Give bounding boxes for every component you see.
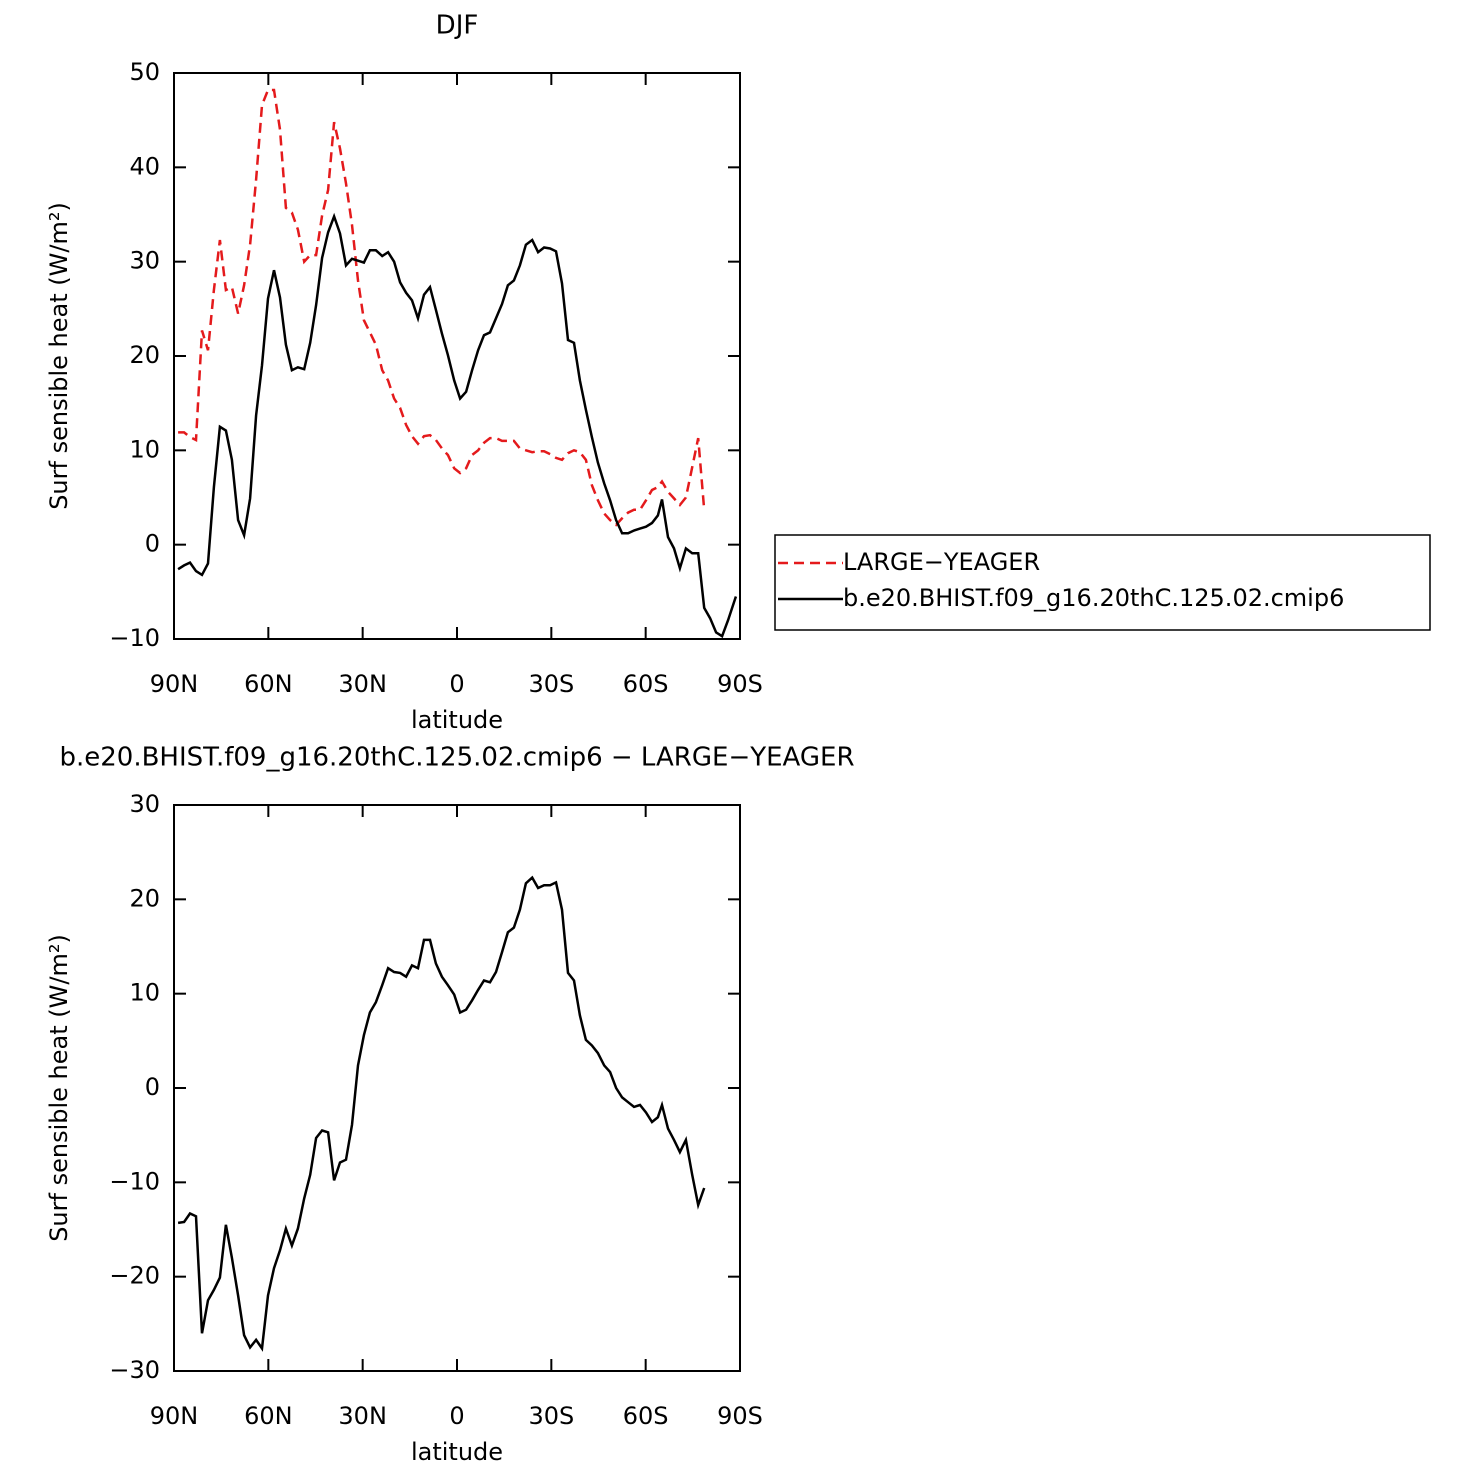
y-tick-label: −20 bbox=[109, 1262, 160, 1290]
y-tick-label: 20 bbox=[129, 341, 160, 369]
data-line bbox=[177, 875, 706, 1352]
x-tick-label: 90S bbox=[717, 670, 763, 698]
x-tick-label: 30N bbox=[338, 1402, 387, 1430]
x-tick-label: 60N bbox=[244, 1402, 293, 1430]
y-tick-label: 50 bbox=[129, 58, 160, 86]
y-tick-label: 20 bbox=[129, 884, 160, 912]
plot-frame bbox=[173, 72, 741, 640]
plot-frame bbox=[173, 804, 741, 1372]
x-tick-label: 90S bbox=[717, 1402, 763, 1430]
y-tick-label: 30 bbox=[129, 247, 160, 275]
chart-title: DJF bbox=[436, 11, 479, 41]
x-tick-label: 30N bbox=[338, 670, 387, 698]
x-axis-label: latitude bbox=[411, 706, 503, 734]
data-line bbox=[177, 212, 738, 639]
y-tick-label: 10 bbox=[129, 979, 160, 1007]
chart-title: b.e20.BHIST.f09_g16.20thC.125.02.cmip6 −… bbox=[59, 743, 854, 773]
x-tick-label: 30S bbox=[528, 670, 574, 698]
y-tick-label: 0 bbox=[145, 530, 160, 558]
x-axis-label: latitude bbox=[411, 1438, 503, 1466]
x-tick-label: 60S bbox=[623, 1402, 669, 1430]
y-tick-label: 0 bbox=[145, 1073, 160, 1101]
x-tick-label: 60N bbox=[244, 670, 293, 698]
legend-label: LARGE−YEAGER bbox=[843, 548, 1040, 576]
y-tick-label: −10 bbox=[109, 624, 160, 652]
x-tick-label: 60S bbox=[623, 670, 669, 698]
y-tick-label: 30 bbox=[129, 790, 160, 818]
legend-label: b.e20.BHIST.f09_g16.20thC.125.02.cmip6 bbox=[843, 584, 1344, 612]
y-tick-label: −10 bbox=[109, 1167, 160, 1195]
y-axis-label: Surf sensible heat (W/m²) bbox=[45, 202, 73, 510]
x-tick-label: 30S bbox=[528, 1402, 574, 1430]
y-tick-label: −30 bbox=[109, 1356, 160, 1384]
x-tick-label: 90N bbox=[150, 1402, 199, 1430]
data-line bbox=[178, 88, 706, 527]
y-tick-label: 10 bbox=[129, 435, 160, 463]
y-axis-label: Surf sensible heat (W/m²) bbox=[45, 934, 73, 1242]
x-tick-label: 0 bbox=[449, 670, 464, 698]
x-tick-label: 0 bbox=[449, 1402, 464, 1430]
x-tick-label: 90N bbox=[150, 670, 199, 698]
legend-box bbox=[774, 534, 1431, 631]
y-tick-label: 40 bbox=[129, 152, 160, 180]
